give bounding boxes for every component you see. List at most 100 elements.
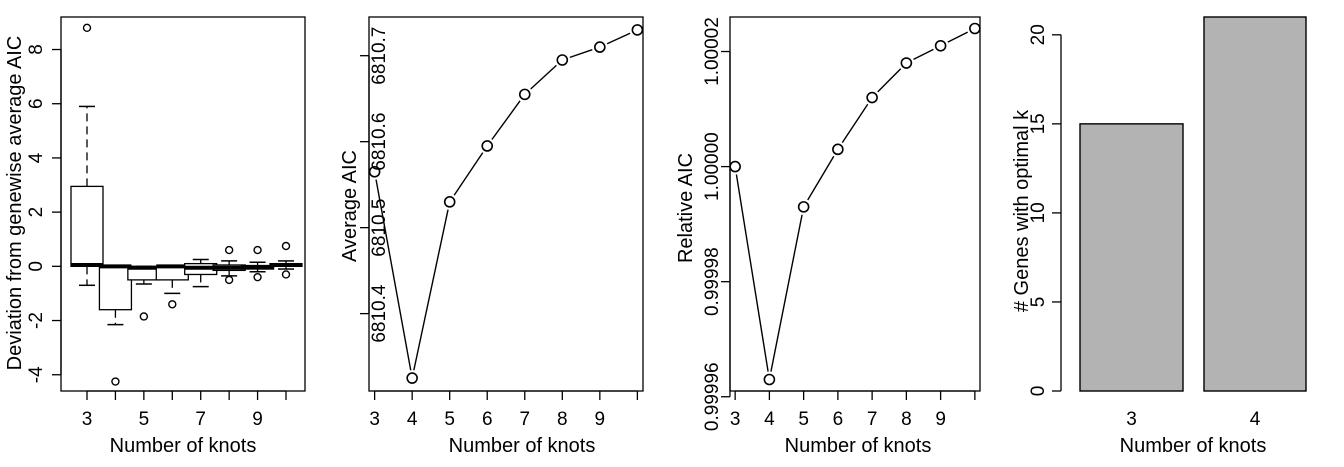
boxplot-marks	[70, 23, 303, 386]
data-point	[481, 140, 494, 152]
x-tick-label: 7	[867, 409, 878, 430]
y-tick-label: -4	[26, 366, 47, 383]
y-axis-label: # Genes with optimal k	[1011, 109, 1033, 312]
outlier-point	[168, 300, 177, 309]
x-tick-label: 4	[1250, 409, 1261, 430]
y-axis: -4 -2 0 2 4 6 8	[26, 44, 62, 383]
data-point	[934, 39, 947, 52]
data-point	[763, 373, 776, 386]
x-tick-label: 4	[407, 409, 418, 430]
x-tick-label: 9	[252, 409, 263, 430]
line-marks	[729, 22, 981, 386]
series-segment	[877, 68, 902, 93]
x-tick-label: 9	[935, 409, 946, 430]
y-tick-label: 6	[26, 98, 47, 109]
series-segment	[453, 152, 484, 196]
x-axis: 3 5 7 9	[82, 390, 287, 430]
outlier-point	[82, 23, 92, 33]
y-axis-label: Relative AIC	[675, 153, 697, 263]
series-segment	[375, 179, 412, 371]
box	[70, 185, 104, 267]
y-tick-label: 5	[1028, 297, 1049, 308]
bar-marks	[1079, 16, 1307, 392]
y-axis-label: Deviation from genewise average AIC	[4, 36, 26, 371]
outlier-point	[224, 275, 234, 285]
y-tick-label: 20	[1028, 24, 1049, 45]
bar	[1079, 123, 1184, 392]
series-segment	[569, 49, 593, 59]
series-segment	[413, 209, 449, 371]
data-point	[631, 24, 644, 36]
x-tick-label: 3	[82, 409, 93, 430]
data-point	[594, 41, 606, 53]
data-point	[729, 160, 741, 173]
panel-relative-aic: 0.99996 0.99998 1.00000 1.00002 3 4 5 6 7 8 9 Num…	[675, 16, 981, 457]
series-segment	[770, 214, 803, 372]
x-tick-label: 6	[482, 409, 493, 430]
series-segment	[913, 48, 934, 61]
y-tick-label: 6810.4	[369, 284, 390, 343]
x-axis: 3 4 5 6 7 8 9	[369, 390, 639, 430]
x-tick-label: 9	[595, 409, 606, 430]
x-tick-label: 6	[833, 409, 844, 430]
outlier-point	[111, 377, 120, 386]
y-axis: 0.99996 0.99998 1.00000 1.00002	[702, 17, 731, 431]
x-tick-label: 3	[730, 409, 741, 430]
y-tick-label: 6810.7	[369, 27, 390, 85]
x-tick-label: 7	[195, 409, 206, 430]
series-segment	[735, 174, 769, 372]
outlier-point	[253, 245, 262, 255]
x-tick-label: 3	[369, 409, 380, 430]
x-axis-label: Number of knots	[449, 435, 596, 457]
x-axis-label: Number of knots	[1120, 435, 1267, 457]
y-tick-label: 6810.6	[369, 113, 390, 171]
series-segment	[530, 64, 557, 90]
x-tick-label: 4	[764, 409, 775, 430]
x-tick-label: 5	[798, 409, 809, 430]
y-tick-label: 2	[26, 207, 47, 218]
data-point	[443, 196, 456, 208]
y-tick-label: 15	[1028, 113, 1049, 134]
x-axis-label: Number of knots	[110, 435, 257, 457]
x-tick-label: 3	[1126, 409, 1137, 430]
series-segment	[491, 100, 521, 140]
x-tick-label: 5	[444, 409, 455, 430]
y-tick-label: -2	[26, 312, 47, 329]
data-point	[518, 88, 531, 101]
y-tick-label: 1.00002	[702, 17, 723, 86]
y-axis: 0 5 10 15 20	[1028, 24, 1062, 396]
outlier-point	[281, 270, 291, 279]
plot-frame	[729, 16, 981, 392]
data-point	[556, 54, 569, 66]
x-tick-label: 7	[519, 409, 530, 430]
y-axis: 6810.4 6810.5 6810.6 6810.7	[360, 27, 390, 343]
x-tick-label: 8	[901, 409, 912, 430]
y-tick-label: 1.00000	[702, 132, 723, 201]
plot-frame	[368, 16, 644, 392]
y-tick-label: 8	[26, 44, 47, 55]
panel-boxplot: -4 -2 0 2 4 6 8 3 5 7 9 Number of knots Deviation…	[4, 16, 306, 457]
box	[155, 265, 189, 281]
box	[98, 265, 133, 311]
y-axis-label: Average AIC	[339, 150, 361, 262]
data-point	[969, 22, 981, 35]
panel-average-aic: 6810.4 6810.5 6810.6 6810.7 3 4 5 6 7 8 9 Number …	[339, 16, 644, 457]
series-segment	[841, 103, 869, 144]
y-tick-label: 4	[26, 152, 47, 163]
series-segment	[947, 31, 969, 43]
series-segment	[606, 32, 631, 45]
data-point	[406, 372, 418, 384]
y-tick-label: 10	[1028, 202, 1049, 223]
data-point	[832, 143, 844, 156]
bar	[1203, 16, 1307, 392]
x-axis-label: Number of knots	[785, 435, 932, 457]
data-point	[797, 201, 810, 213]
x-tick-label: 8	[557, 409, 568, 430]
series-segment	[807, 155, 835, 201]
line-marks	[368, 24, 644, 384]
outlier-point	[253, 272, 262, 282]
data-point	[866, 91, 878, 104]
y-tick-label: 0	[26, 261, 47, 272]
data-point	[900, 57, 913, 69]
